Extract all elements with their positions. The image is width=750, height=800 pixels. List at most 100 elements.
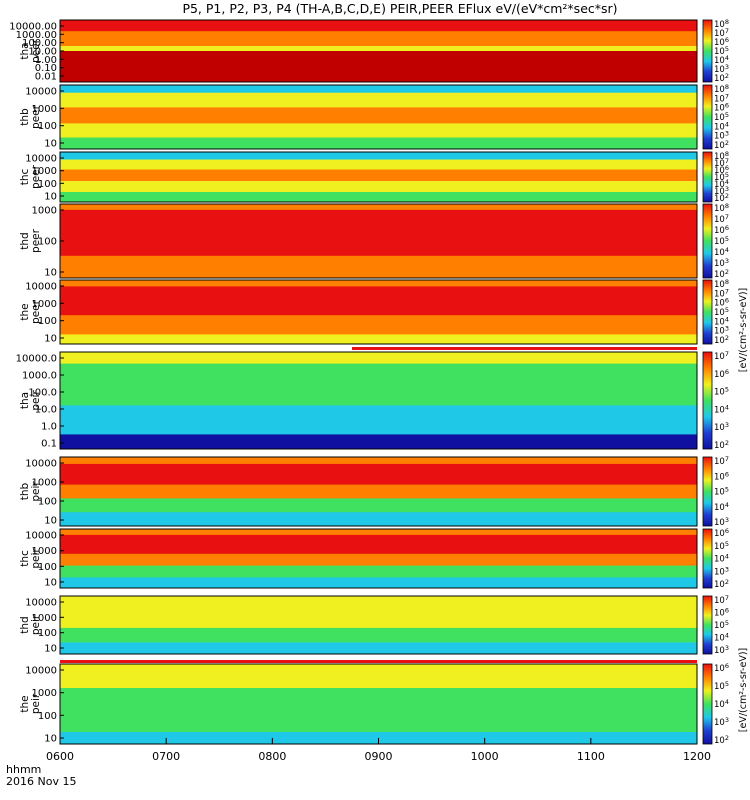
colorbar-unit-peer: [eV/(cm²-s-sr-eV)]: [738, 288, 749, 372]
spectrogram-band: [60, 457, 697, 465]
spectrogram-band: [60, 642, 697, 655]
y-tick-label: 0.01: [35, 72, 57, 83]
panel-ylabel: thapeir: [19, 390, 42, 411]
quality-flags: [60, 347, 697, 663]
panel-frame: [59, 84, 698, 150]
y-tick-label: 10000: [25, 531, 57, 542]
colorbar-tick-label: 108: [714, 202, 729, 214]
y-tick-label: 0.1: [41, 439, 57, 450]
spectrogram-band: [60, 204, 697, 211]
colorbar-tick-label: 107: [714, 287, 729, 299]
colorbar-tick-label: 106: [714, 102, 729, 114]
y-tick-label: 10000: [25, 459, 57, 470]
spectrogram-band: [60, 152, 697, 160]
spectrogram-band: [60, 20, 697, 32]
spectrogram-band: [60, 627, 697, 643]
spectrogram-band: [60, 405, 697, 435]
colorbar-tick-label: 107: [714, 594, 729, 606]
y-tick-label: 10000: [25, 666, 57, 677]
spectrogram-band: [60, 553, 697, 567]
spectrogram-band: [60, 107, 697, 124]
spectrogram-band: [60, 169, 697, 182]
colorbar-tick-label: 104: [714, 246, 729, 258]
colorbar-tick-label: 102: [714, 439, 729, 451]
colorbar-tick-label: 103: [714, 63, 729, 75]
y-tick-label: 100.0: [28, 388, 57, 399]
y-tick-label: 0.10: [35, 63, 57, 74]
colorbar-tick-label: 106: [714, 36, 729, 48]
colorbar-tick-label: 105: [714, 45, 729, 57]
spectrogram-band: [60, 137, 697, 150]
colorbar-tick-label: 106: [714, 164, 729, 176]
colorbar: [702, 528, 713, 589]
y-tick-label: 100: [38, 316, 57, 327]
colorbar-tick-label: 102: [714, 734, 729, 746]
panel-ylabel: thdpeer: [19, 228, 42, 253]
colorbar-tick-label: 104: [714, 501, 729, 513]
colorbar-tick-label: 102: [714, 578, 729, 590]
panel-frame: [59, 456, 698, 527]
y-tick-label: 100: [38, 121, 57, 132]
panel-frame: [59, 151, 698, 203]
colorbar-tick-label: 103: [714, 185, 729, 197]
colorbar-tick-label: 103: [714, 421, 729, 433]
colorbar-tick-label: 106: [714, 607, 729, 619]
colorbar-tick-label: 103: [714, 565, 729, 577]
colorbar-tick-label: 107: [714, 213, 729, 225]
y-tick-label: 1000: [32, 688, 57, 699]
quality-flag-bar: [60, 660, 697, 663]
panel-thb-peir: thbpeir 10000 1000 100 10 107 106 105 104 103: [19, 455, 729, 528]
y-tick-label: 1000.0: [22, 371, 57, 382]
colorbar: [702, 595, 713, 655]
spectrogram-band: [60, 565, 697, 578]
colorbar-tick-label: 103: [714, 257, 729, 269]
spectrogram-band: [60, 596, 697, 614]
spectrogram-band: [60, 315, 697, 335]
colorbar: [702, 663, 713, 745]
y-tick-label: 10: [44, 268, 57, 279]
colorbar-tick-label: 102: [714, 268, 729, 280]
colorbar-tick-label: 105: [714, 680, 729, 692]
spectrogram-band: [60, 31, 697, 47]
y-tick-label: 100: [38, 497, 57, 508]
colorbar-tick-label: 108: [714, 18, 729, 30]
y-tick-label: 10.00: [28, 47, 57, 58]
y-tick-label: 10000: [25, 154, 57, 165]
quality-flag-bar: [352, 347, 697, 350]
y-tick-label: 100: [38, 179, 57, 190]
colorbar-tick-label: 107: [714, 157, 729, 169]
colorbar-tick-label: 104: [714, 698, 729, 710]
spectrogram-band: [60, 712, 697, 733]
spectrogram-band: [60, 534, 697, 555]
spectrogram-band: [60, 381, 697, 406]
y-tick-label: 1000: [32, 613, 57, 624]
colorbar-tick-label: 104: [714, 553, 729, 565]
time-axis-date: 2016 Nov 15: [6, 775, 76, 788]
y-tick-label: 100: [38, 237, 57, 248]
colorbar-tick-label: 104: [714, 403, 729, 415]
spectrogram-band: [60, 363, 697, 382]
spectrogram-band: [60, 181, 697, 193]
spectrogram-band: [60, 334, 697, 345]
x-tick-label: 0800: [258, 750, 286, 763]
colorbar-tick-label: 103: [714, 325, 729, 337]
colorbar-tick-label: 104: [714, 178, 729, 190]
colorbar: [702, 279, 713, 345]
y-tick-label: 10: [44, 578, 57, 589]
spectrogram-band: [60, 498, 697, 513]
colorbar: [702, 203, 713, 279]
panel-frame: [59, 351, 698, 450]
panel-ylabel: thbpeir: [19, 481, 42, 502]
colorbar-tick-label: 105: [714, 111, 729, 123]
y-tick-label: 10000: [25, 282, 57, 293]
colorbar: [702, 151, 713, 203]
colorbar-tick-label: 107: [714, 455, 729, 467]
y-tick-label: 100: [38, 711, 57, 722]
colorbar-tick-label: 108: [714, 278, 729, 290]
y-tick-label: 1000: [32, 546, 57, 557]
colorbar-tick-label: 104: [714, 54, 729, 66]
spectrogram-band: [60, 512, 697, 527]
time-axis-ticks: 0600 0700 0800 0900 1000 1100 1200: [46, 738, 711, 763]
y-tick-label: 1.0: [41, 422, 57, 433]
